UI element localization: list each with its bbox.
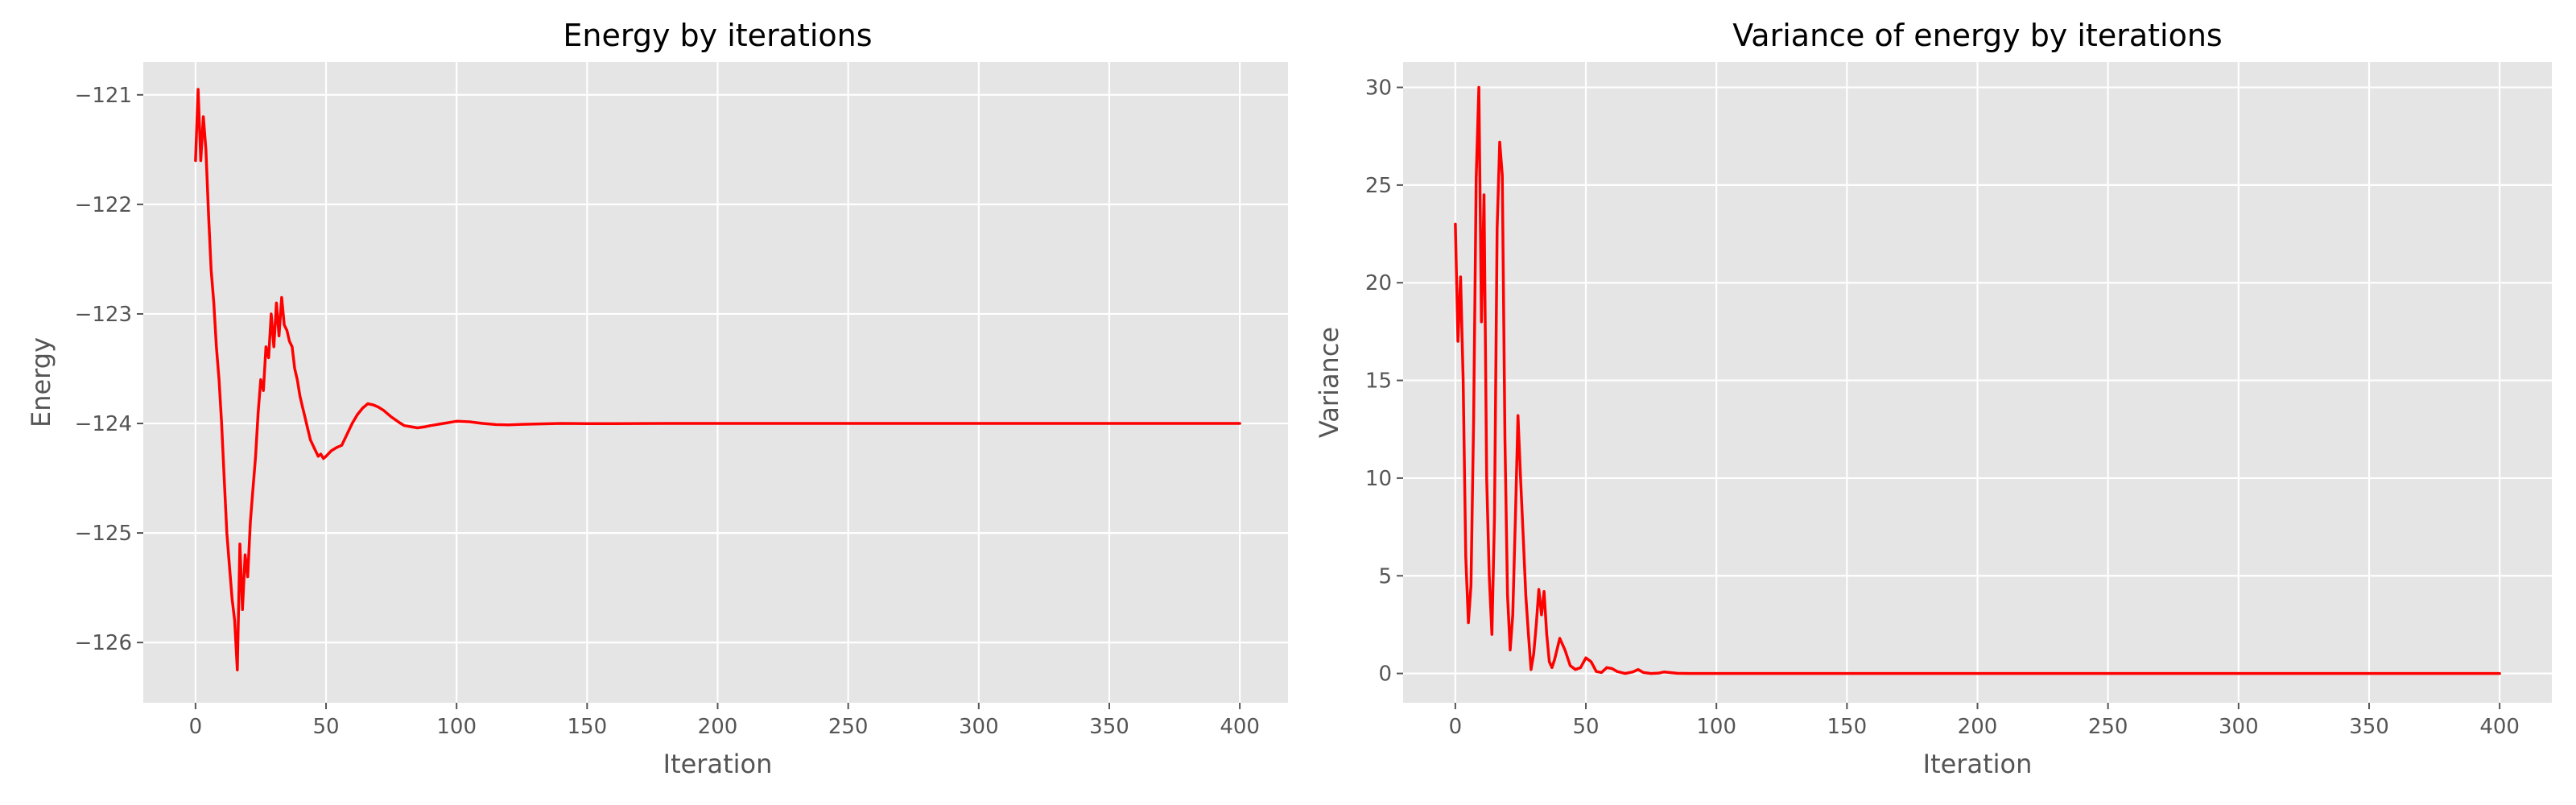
x-tick-label: 100 [1696,715,1736,739]
y-tick-label: −123 [75,303,132,327]
x-tick-label: 150 [1827,715,1868,739]
x-tick-label: 200 [698,715,738,739]
series-line [194,88,1241,671]
y-tick-label: 15 [1365,369,1392,394]
chart-title: Energy by iterations [563,18,872,53]
x-tick-label: 250 [2088,715,2128,739]
x-tick-label: 300 [959,715,999,739]
plot-area [143,62,1288,703]
x-tick-label: 50 [312,715,339,739]
energy-chart: 0 50 100 150 200 250 300 350 400 −126 −125 −124 −123… [26,18,1288,779]
x-tick-label: 250 [828,715,869,739]
y-tick-label: 30 [1365,76,1392,101]
y-axis-label: Energy [26,337,56,427]
x-tick-label: 100 [436,715,477,739]
x-tick-label: 200 [1958,715,1998,739]
x-tick-label: 350 [1089,715,1129,739]
x-tick-label: 400 [2479,715,2520,739]
x-axis-label: Iteration [1923,749,2033,779]
y-tick-label: −125 [75,522,132,546]
variance-chart: 0 50 100 150 200 250 300 350 400 0 5 10 15 20 25 30 Vari… [1314,18,2552,779]
y-tick-label: 5 [1378,564,1392,588]
y-tick-label: −122 [75,193,132,217]
y-tick-label: 10 [1365,467,1392,491]
x-axis-label: Iteration [663,749,773,779]
y-tick-label: −126 [75,631,132,655]
energy-chart-panel: 0 50 100 150 200 250 300 350 400 −126 −125 −124 −123… [26,18,1288,779]
y-tick-label: −121 [75,84,132,108]
series-line [1454,85,2501,675]
x-tick-label: 300 [2219,715,2259,739]
x-tick-label: 150 [568,715,608,739]
y-tick-label: 25 [1365,174,1392,198]
x-tick-label: 0 [1449,715,1463,739]
y-axis-label: Variance [1314,327,1344,438]
x-tick-label: 350 [2349,715,2389,739]
variance-chart-panel: 0 50 100 150 200 250 300 350 400 0 5 10 15 20 25 30 Vari… [1288,0,2576,805]
y-tick-label: −124 [75,412,132,436]
y-tick-label: 20 [1365,271,1392,295]
y-tick-label: 0 [1378,663,1392,687]
chart-title: Variance of energy by iterations [1732,18,2222,53]
x-tick-label: 0 [189,715,203,739]
x-tick-label: 50 [1572,715,1599,739]
x-tick-label: 400 [1220,715,1260,739]
